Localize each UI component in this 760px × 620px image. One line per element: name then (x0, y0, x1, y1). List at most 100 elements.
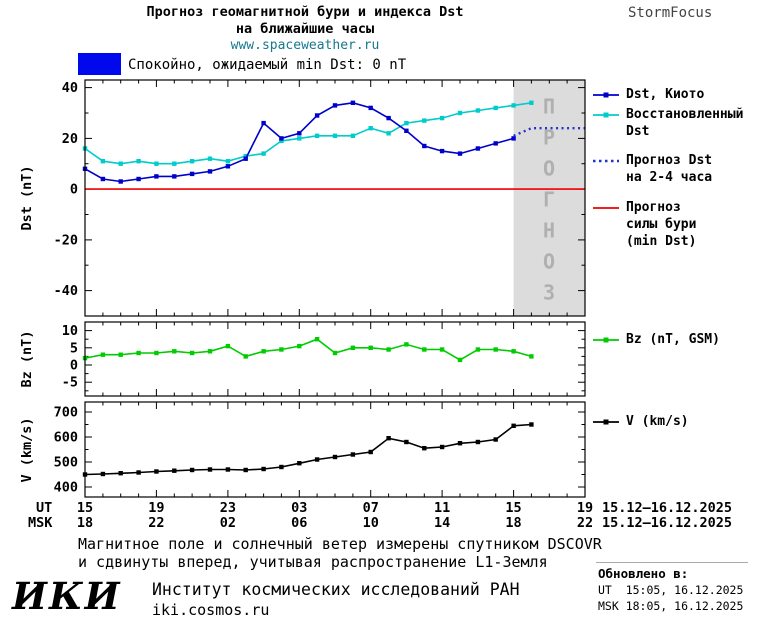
series-kyoto-dst-marker (154, 174, 159, 179)
series-restored-dst-marker (207, 156, 213, 161)
series-restored-dst-marker (154, 161, 159, 166)
legend-entry: Восстановленный Dst (592, 106, 743, 140)
x-tick-label-ut: 23 (219, 500, 236, 516)
x-tick-label-ut: 15 (505, 500, 522, 516)
series-restored-dst-marker (279, 138, 284, 144)
series-restored-dst-marker (136, 159, 141, 164)
v-axis-title: V (km/s) (19, 417, 35, 483)
series-restored-dst-marker (172, 161, 177, 166)
x-tick-label-msk: 14 (434, 515, 451, 531)
series-restored-dst-marker (368, 126, 373, 131)
series-kyoto-dst-marker (100, 176, 106, 182)
legend-entry: Bz (nT, GSM) (592, 331, 720, 348)
series-kyoto-dst-marker (207, 169, 213, 174)
spaceweather-url-link[interactable]: www.spaceweather.ru (230, 38, 380, 53)
x-tick-label-ut: 11 (434, 500, 451, 516)
series-solar-wind-speed-marker (457, 441, 463, 446)
series-restored-dst-marker (439, 115, 445, 121)
series-bz-gsm-marker (386, 347, 391, 352)
storm-level-text: Спокойно, ожидаемый min Dst: 0 nT (128, 57, 407, 73)
series-solar-wind-speed-marker (172, 468, 177, 473)
x-tick-label-msk: 10 (362, 515, 379, 531)
series-solar-wind-speed-marker (368, 449, 373, 455)
series-solar-wind-speed-marker (439, 444, 445, 450)
svg-text:-5: -5 (62, 375, 78, 391)
series-kyoto-dst-marker (404, 128, 409, 133)
series-bz-gsm (84, 338, 532, 361)
series-solar-wind-speed-marker (493, 437, 498, 442)
v-chart: 700 600 500 400 (54, 401, 586, 498)
series-solar-wind-speed-marker (118, 471, 123, 476)
series-bz-gsm-marker (350, 345, 356, 350)
legend-entry: Прогноз Dst на 2-4 часа (592, 152, 712, 186)
series-kyoto-dst-marker (439, 148, 445, 154)
series-solar-wind-speed-marker (332, 454, 338, 460)
series-bz-gsm-marker (297, 343, 302, 349)
series-kyoto-dst-marker (511, 136, 516, 141)
series-solar-wind-speed-marker (261, 466, 266, 472)
legend-marker-icon (593, 112, 619, 118)
series-kyoto-dst-marker (225, 164, 231, 169)
svg-text:-20: -20 (54, 232, 78, 248)
msk-row-label: MSK (28, 515, 53, 531)
series-bz-gsm-marker (154, 350, 159, 356)
series-restored-dst-marker (457, 110, 463, 116)
series-restored-dst-marker (386, 131, 391, 136)
svg-text:400: 400 (54, 480, 78, 496)
legend-label: Dst, Киото (626, 87, 705, 102)
svg-text:5: 5 (70, 340, 78, 356)
series-kyoto-dst-marker (493, 141, 498, 146)
series-kyoto-dst (84, 101, 514, 183)
x-tick-label-msk: 06 (291, 515, 308, 531)
series-kyoto-dst-marker (386, 115, 391, 121)
series-bz-gsm-marker (172, 349, 177, 354)
institute-url-link[interactable]: iki.cosmos.ru (152, 601, 270, 619)
legend-label: Bz (nT, GSM) (626, 332, 720, 347)
series-solar-wind-speed-marker (529, 422, 534, 427)
series-kyoto-dst-marker (279, 136, 284, 141)
series-solar-wind-speed-marker (404, 439, 409, 445)
series-bz-gsm-marker (404, 342, 409, 347)
forecast-band-label: ПРОГНОЗ (537, 94, 561, 312)
legend-entry: Dst, Киото (592, 86, 704, 103)
series-bz-gsm-marker (493, 347, 498, 352)
series-bz-gsm-marker (136, 350, 141, 356)
series-bz-gsm-marker (422, 347, 427, 352)
series-bz-gsm-marker (207, 349, 213, 354)
x-tick-label-ut: 15 (76, 500, 94, 516)
x-tick-label-msk: 18 (505, 515, 522, 531)
msk-date-range: 15.12–16.12.2025 (602, 515, 733, 531)
series-kyoto-dst-marker (422, 143, 427, 149)
series-restored-dst-marker (493, 105, 498, 111)
series-bz-gsm-marker (100, 352, 106, 357)
series-solar-wind-speed-marker (422, 446, 427, 451)
series-kyoto-dst-marker (136, 176, 141, 182)
series-kyoto-dst-marker (457, 151, 463, 156)
x-tick-label-msk: 22 (148, 515, 165, 531)
svg-text:-40: -40 (54, 283, 78, 299)
legend-marker-icon (593, 419, 619, 425)
dst-axis-title: Dst (nT) (19, 165, 35, 231)
bz-axis-title: Bz (nT) (19, 330, 35, 388)
series-restored-dst-marker (243, 153, 248, 159)
ut-row-label: UT (36, 500, 53, 516)
footer-note-line1: Магнитное поле и солнечный ветер измерен… (78, 535, 602, 553)
series-bz-gsm-marker (189, 350, 195, 356)
legend-marker-icon (593, 159, 619, 163)
x-tick-label-ut: 19 (148, 500, 165, 516)
legend-entry: V (km/s) (592, 413, 689, 430)
page-title-line2: на ближайшие часы (235, 21, 375, 37)
series-restored-dst-marker (475, 108, 481, 113)
x-tick-label-msk: 02 (219, 515, 236, 531)
series-bz-gsm-marker (118, 352, 123, 357)
dst-chart: 40 20 0 -20 -40 (54, 79, 586, 317)
series-solar-wind-speed-marker (207, 467, 213, 472)
series-kyoto-dst-marker (261, 120, 266, 126)
updated-time-ut: UT 15:05, 16.12.2025 (598, 583, 744, 597)
legend-marker-icon (593, 92, 619, 98)
series-kyoto-dst-marker (314, 113, 320, 118)
series-restored-dst-marker (189, 159, 195, 164)
series-restored-dst-marker (297, 136, 302, 141)
storm-level-color-box (78, 53, 121, 75)
series-solar-wind-speed-marker (100, 471, 106, 477)
